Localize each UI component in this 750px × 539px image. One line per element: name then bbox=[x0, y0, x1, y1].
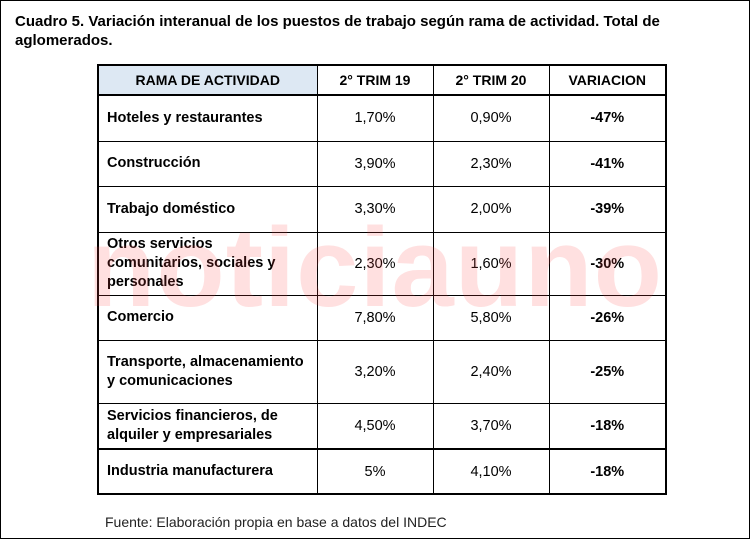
trim20-cell: 0,90% bbox=[432, 94, 550, 142]
trim20-cell: 2,00% bbox=[432, 185, 550, 233]
table-row: Trabajo doméstico 3,30% 2,00% -39% bbox=[97, 185, 667, 233]
activity-cell: Hoteles y restaurantes bbox=[97, 94, 318, 142]
table-row: Construcción 3,90% 2,30% -41% bbox=[97, 140, 667, 187]
table-row: Transporte, almacenamiento y comunicacio… bbox=[97, 339, 667, 404]
table-row: Hoteles y restaurantes 1,70% 0,90% -47% bbox=[97, 94, 667, 142]
variation-cell: -18% bbox=[548, 402, 667, 450]
trim20-cell: 2,40% bbox=[432, 339, 550, 404]
header-trim19: 2° TRIM 19 bbox=[316, 64, 434, 96]
trim19-cell: 4,50% bbox=[316, 402, 434, 450]
source-note: Fuente: Elaboración propia en base a dat… bbox=[105, 514, 447, 530]
table-row: Servicios financieros, de alquiler y emp… bbox=[97, 402, 667, 450]
trim20-cell: 2,30% bbox=[432, 140, 550, 187]
activity-cell: Industria manufacturera bbox=[97, 448, 318, 495]
variation-cell: -26% bbox=[548, 294, 667, 341]
activity-cell: Trabajo doméstico bbox=[97, 185, 318, 233]
activity-cell: Otros servicios comunitarios, sociales y… bbox=[97, 231, 318, 296]
table-caption: Cuadro 5. Variación interanual de los pu… bbox=[15, 13, 660, 49]
activity-cell: Comercio bbox=[97, 294, 318, 341]
trim19-cell: 1,70% bbox=[316, 94, 434, 142]
header-variation: VARIACION bbox=[548, 64, 667, 96]
table-row: Otros servicios comunitarios, sociales y… bbox=[97, 231, 667, 296]
variation-cell: -39% bbox=[548, 185, 667, 233]
table-row: Comercio 7,80% 5,80% -26% bbox=[97, 294, 667, 341]
trim19-cell: 7,80% bbox=[316, 294, 434, 341]
activity-cell: Transporte, almacenamiento y comunicacio… bbox=[97, 339, 318, 404]
trim19-cell: 3,20% bbox=[316, 339, 434, 404]
table-header-row: RAMA DE ACTIVIDAD 2° TRIM 19 2° TRIM 20 … bbox=[97, 64, 667, 96]
header-trim20: 2° TRIM 20 bbox=[432, 64, 550, 96]
trim19-cell: 2,30% bbox=[316, 231, 434, 296]
variation-cell: -30% bbox=[548, 231, 667, 296]
variation-cell: -41% bbox=[548, 140, 667, 187]
header-activity: RAMA DE ACTIVIDAD bbox=[97, 64, 318, 96]
trim20-cell: 3,70% bbox=[432, 402, 550, 450]
activity-cell: Construcción bbox=[97, 140, 318, 187]
variation-cell: -47% bbox=[548, 94, 667, 142]
trim19-cell: 5% bbox=[316, 448, 434, 495]
trim20-cell: 5,80% bbox=[432, 294, 550, 341]
variation-cell: -25% bbox=[548, 339, 667, 404]
trim20-cell: 4,10% bbox=[432, 448, 550, 495]
employment-variation-table: RAMA DE ACTIVIDAD 2° TRIM 19 2° TRIM 20 … bbox=[97, 64, 667, 495]
trim19-cell: 3,30% bbox=[316, 185, 434, 233]
trim20-cell: 1,60% bbox=[432, 231, 550, 296]
variation-cell: -18% bbox=[548, 448, 667, 495]
table-row: Industria manufacturera 5% 4,10% -18% bbox=[97, 448, 667, 495]
activity-cell: Servicios financieros, de alquiler y emp… bbox=[97, 402, 318, 450]
trim19-cell: 3,90% bbox=[316, 140, 434, 187]
